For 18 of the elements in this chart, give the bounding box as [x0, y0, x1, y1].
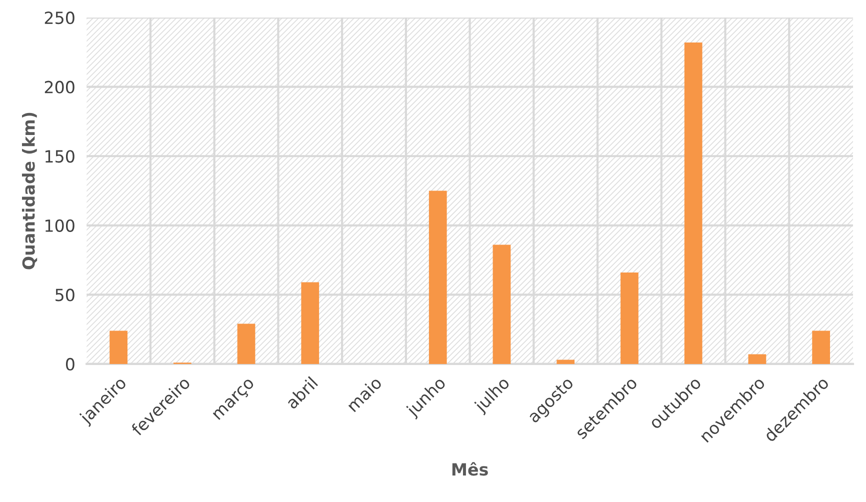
y-tick-label: 150 — [46, 150, 74, 163]
bar — [492, 244, 511, 364]
y-tick-label: 250 — [44, 12, 74, 24]
y-tick-label: 200 — [44, 80, 74, 94]
bar — [620, 272, 638, 364]
bar — [237, 324, 256, 364]
bar — [110, 330, 128, 364]
bar — [428, 190, 447, 364]
y-tick-label: 0 — [66, 358, 74, 371]
bar — [812, 330, 830, 364]
x-axis-title: Mês — [452, 462, 488, 476]
y-tick-label: 50 — [56, 288, 74, 302]
bar — [556, 360, 575, 364]
bar — [301, 282, 320, 364]
bar — [684, 42, 702, 364]
bar — [748, 354, 766, 364]
y-tick-label: 100 — [46, 219, 74, 232]
y-axis-title: Quantidade (km) — [22, 112, 38, 270]
